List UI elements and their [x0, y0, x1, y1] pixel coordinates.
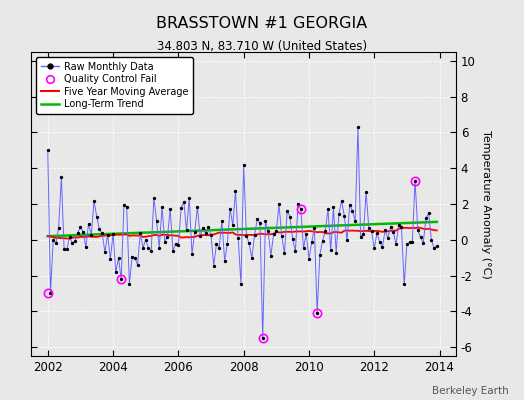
Text: BRASSTOWN #1 GEORGIA: BRASSTOWN #1 GEORGIA	[156, 16, 368, 31]
Legend: Raw Monthly Data, Quality Control Fail, Five Year Moving Average, Long-Term Tren: Raw Monthly Data, Quality Control Fail, …	[36, 57, 193, 114]
Text: Berkeley Earth: Berkeley Earth	[432, 386, 508, 396]
Y-axis label: Temperature Anomaly (°C): Temperature Anomaly (°C)	[481, 130, 491, 278]
Text: 34.803 N, 83.710 W (United States): 34.803 N, 83.710 W (United States)	[157, 40, 367, 53]
